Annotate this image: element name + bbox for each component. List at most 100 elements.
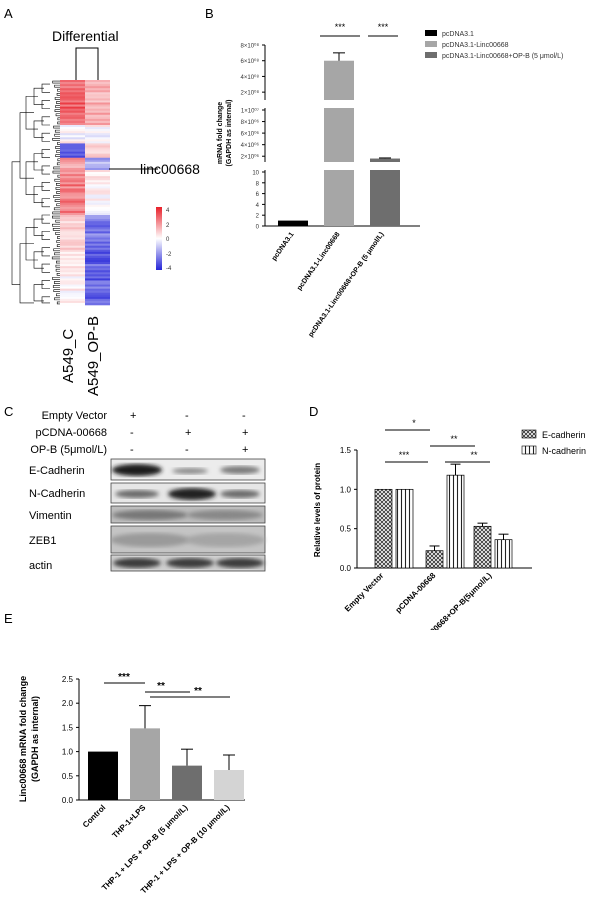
heatmap-cell: [85, 151, 110, 154]
b-xtick: pcDNA3.1: [271, 231, 296, 262]
sample-label-control: A549_C: [60, 328, 77, 383]
heatmap-cell: [85, 239, 110, 242]
heatmap-cell: [85, 215, 110, 218]
heatmap-cell: [60, 157, 85, 161]
dendrogram-branch: [52, 80, 60, 84]
dendrogram-branch: [57, 158, 60, 162]
heatmap-cell: [60, 118, 85, 122]
band: [220, 466, 260, 474]
dendrogram-branch: [54, 199, 60, 203]
b-axis-break: [260, 162, 430, 170]
heatmap-cell: [60, 227, 85, 230]
heatmap-cell: [85, 190, 110, 193]
heatmap-cell: [85, 231, 110, 234]
colorbar-tick: -4: [166, 266, 172, 272]
dendrogram-branch: [52, 215, 60, 219]
condition-mark: -: [130, 444, 134, 456]
b-legend-label: pcDNA3.1: [442, 31, 474, 38]
dendrogram-branch: [52, 211, 60, 215]
b-legend-swatch: [425, 41, 437, 47]
heatmap-cell: [60, 112, 85, 116]
heatmap-cell: [60, 182, 85, 185]
heatmap-cell: [85, 165, 110, 169]
band: [168, 488, 216, 500]
colorbar-tick: 4: [166, 208, 170, 214]
heatmap-cell: [85, 182, 110, 185]
heatmap-cell: [60, 253, 85, 257]
heatmap-cell: [60, 90, 85, 93]
dendrogram-branch: [54, 109, 60, 113]
band: [220, 490, 260, 498]
heatmap-cell: [60, 257, 85, 261]
b-bar-linc00668: [324, 60, 354, 226]
heatmap-cell: [85, 125, 110, 128]
heatmap-cell: [60, 170, 85, 173]
heatmap-cell: [60, 151, 85, 154]
dendrogram-branch: [52, 170, 60, 174]
e-bar-thp1-lps: [130, 728, 160, 800]
heatmap-cell: [60, 210, 85, 214]
dendrogram-branch: [19, 112, 34, 179]
heatmap-cell: [60, 174, 85, 177]
heatmap-cell: [85, 118, 110, 122]
b-ylabel-line2: (GAPDH as internal): [226, 100, 233, 167]
d-tick-label: 0.0: [340, 564, 352, 573]
condition-mark: +: [130, 410, 137, 422]
dendrogram-branch: [56, 182, 60, 186]
heatmap-cell: [60, 88, 85, 91]
heatmap-cell: [60, 260, 85, 263]
dendrogram-branch: [56, 301, 60, 305]
heatmap-cell: [85, 227, 110, 230]
heatmap-cell: [85, 198, 110, 201]
heatmap-cell: [60, 219, 85, 222]
band: [216, 558, 264, 568]
condition-label: Empty Vector: [41, 410, 107, 422]
heatmap-cell: [85, 167, 110, 171]
d-sig-text: ***: [399, 450, 410, 460]
colorbar-ticks: 4 2 0 -2 -4: [166, 204, 171, 277]
d-sig-text: *: [412, 418, 416, 428]
panel-a-label: A: [4, 6, 13, 21]
heatmap-cell: [85, 98, 110, 101]
b-tick-label: 0: [256, 225, 260, 231]
heatmap-cell: [85, 106, 110, 109]
e-tick-label: 2.0: [62, 699, 74, 708]
heatmap-cell: [60, 266, 85, 269]
heatmap-cell: [85, 237, 110, 240]
sample-label-opb: A549_OP-B: [85, 315, 102, 396]
heatmap-cell: [60, 294, 85, 298]
heatmap-cell: [85, 253, 110, 257]
heatmap-cell: [85, 129, 110, 132]
colorbar-tick: 0: [166, 237, 170, 243]
heatmap-cell: [85, 247, 110, 251]
d-xtick: pCDNA-00668: [394, 571, 438, 615]
blot-label: Vimentin: [29, 510, 72, 522]
heatmap-cell: [85, 270, 110, 273]
b-tick-label: 10: [252, 171, 259, 177]
heatmap-cell: [85, 241, 110, 244]
heatmap-cell: [85, 180, 110, 183]
heatmap-cell: [60, 231, 85, 234]
heatmap-cell: [85, 137, 110, 140]
dendrogram-branch: [54, 84, 60, 88]
b-tick-label: 6: [256, 192, 260, 198]
e-sig-text: ***: [118, 672, 130, 683]
e-ticks: 2.5 2.0 1.5 1.0 0.5 0.0: [62, 675, 79, 805]
heatmap-cell: [60, 192, 85, 195]
dendrogram-branch: [56, 260, 60, 264]
heatmap-cell: [60, 184, 85, 187]
e-tick-label: 0.5: [62, 772, 74, 781]
heatmap-cell: [85, 161, 110, 165]
heatmap-cell: [85, 157, 110, 161]
d-ylabel: Relative levels of protein: [313, 463, 322, 557]
b-tick-label: 4×10⁰⁶: [241, 142, 260, 149]
heatmap-cell: [60, 141, 85, 144]
dendrogram-branch: [57, 121, 60, 125]
dendrogram-branch: [55, 232, 60, 235]
dendrogram-branch: [57, 236, 60, 239]
condition-mark: -: [242, 410, 246, 422]
colorbar-tick: 2: [166, 222, 170, 229]
d-tick-label: 0.5: [340, 525, 352, 534]
b-legend-label: pcDNA3.1-Linc00668+OP-B (5 μmol/L): [442, 53, 563, 60]
heatmap-cell: [60, 159, 85, 163]
